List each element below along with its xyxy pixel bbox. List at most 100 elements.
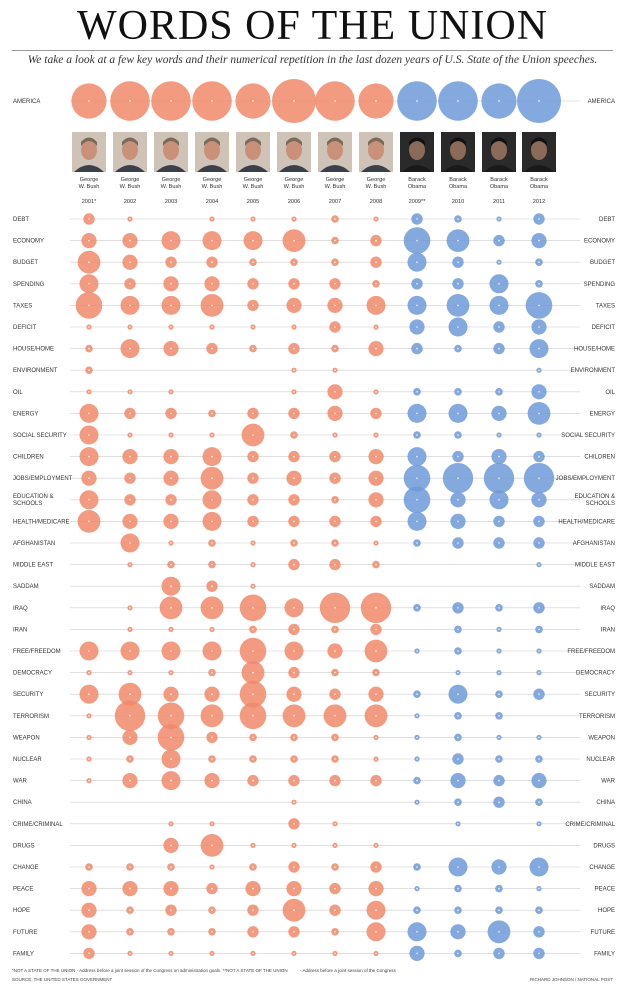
bubble-center-dot: [252, 283, 254, 285]
bubble-center-dot: [416, 100, 418, 102]
speaker-name-line2: W. Bush: [161, 184, 182, 190]
speech-year: 2001*: [82, 199, 97, 205]
bubble-center-dot: [211, 218, 213, 220]
bubble-center-dot: [498, 499, 500, 501]
bubble-center-dot: [498, 931, 500, 933]
bubble-center-dot: [457, 434, 459, 436]
row-label-right: WAR: [601, 779, 615, 785]
bubbles: [71, 79, 561, 962]
bubble-center-dot: [293, 499, 295, 501]
speech-year: 2007: [329, 199, 341, 205]
bubble-center-dot: [538, 650, 540, 652]
bubble-center-dot: [416, 218, 418, 220]
bubble-center-dot: [416, 758, 418, 760]
bubble-center-dot: [211, 952, 213, 955]
bubble-center-dot: [334, 520, 336, 523]
bubble-center-dot: [129, 866, 131, 868]
bubble-center-dot: [88, 952, 90, 955]
bubble-center-dot: [375, 542, 377, 544]
row-label-right: SPENDING: [584, 282, 616, 288]
bubble-center-dot: [170, 391, 172, 393]
portrait-hair-7: [368, 137, 384, 146]
portrait-face-8: [409, 140, 425, 160]
bubble-center-dot: [293, 391, 295, 393]
bubble-center-dot: [498, 952, 500, 955]
bubble-center-dot: [252, 347, 254, 350]
bubble-center-dot: [457, 628, 459, 631]
bubble-center-dot: [88, 455, 90, 458]
bubble-center-dot: [211, 909, 213, 911]
bubble-center-dot: [375, 866, 377, 868]
row-label-left: IRAN: [13, 627, 27, 633]
bubble-center-dot: [211, 261, 213, 264]
bubble-center-dot: [457, 866, 459, 868]
bubble-center-dot: [170, 434, 172, 436]
bubble-center-dot: [416, 542, 418, 544]
portrait-hair-5: [286, 137, 302, 146]
bubble-center-dot: [375, 239, 377, 242]
bubble-center-dot: [457, 391, 459, 393]
bubble-center-dot: [88, 100, 90, 102]
bubble-center-dot: [211, 520, 213, 523]
bubble-center-dot: [538, 779, 540, 782]
bubble-center-dot: [416, 477, 418, 480]
bubble-center-dot: [375, 261, 377, 264]
bubble-center-dot: [334, 866, 336, 868]
bubble-center-dot: [252, 931, 254, 933]
bubble-center-dot: [375, 952, 377, 955]
row-label-right: AFGHANISTAN: [573, 541, 615, 547]
bubble-center-dot: [457, 887, 459, 890]
footnote-1: *NOT A STATE OF THE UNION - Address befo…: [12, 968, 288, 973]
bubble-center-dot: [375, 455, 377, 458]
bubble-center-dot: [129, 542, 131, 544]
bubble-center-dot: [538, 758, 540, 760]
bubble-center-dot: [293, 304, 295, 307]
bubble-center-dot: [129, 520, 131, 523]
bubble-center-dot: [538, 671, 540, 674]
row-label-right: ENERGY: [590, 411, 615, 417]
bubble-center-dot: [293, 434, 295, 436]
bubble-center-dot: [170, 952, 172, 955]
bubble-center-dot: [252, 412, 254, 415]
bubble-center-dot: [170, 823, 172, 825]
bubble-center-dot: [211, 693, 213, 695]
row-label-right: CHILDREN: [584, 455, 615, 461]
bubble-center-dot: [416, 261, 418, 264]
speech-year: 2003: [165, 199, 177, 205]
bubble-center-dot: [88, 693, 90, 695]
bubble-center-dot: [293, 952, 295, 955]
bubble-center-dot: [457, 909, 459, 911]
row-label-right: HEALTH/MEDICARE: [558, 519, 615, 525]
bubble-center-dot: [498, 671, 500, 674]
bubble-center-dot: [416, 391, 418, 393]
bubble-center-dot: [129, 887, 131, 890]
portrait-hair-3: [204, 137, 220, 146]
portrait-suit-7: [361, 165, 391, 172]
bubble-center-dot: [211, 563, 213, 566]
bubble-center-dot: [293, 801, 295, 803]
bubble-center-dot: [129, 779, 131, 782]
row-label-left: ENVIRONMENT: [13, 368, 58, 374]
bubble-center-dot: [538, 542, 540, 544]
bubble-center-dot: [334, 100, 336, 102]
row-label-right: IRAN: [601, 627, 615, 633]
bubble-center-dot: [498, 347, 500, 350]
speaker-name-line2: Obama: [408, 184, 427, 190]
row-label-right: IRAQ: [600, 606, 615, 612]
row-label-left: OIL: [13, 390, 23, 396]
portrait-hair-9: [450, 137, 466, 146]
bubble-center-dot: [293, 736, 295, 739]
bubble-center-dot: [375, 391, 377, 393]
bubble-center-dot: [334, 628, 336, 631]
labels: AMERICA AMERICA DEBT DEBT ECONOMY ECONOMY BUDG…: [13, 99, 616, 957]
bubble-center-dot: [252, 239, 254, 242]
speaker-name-line1: George: [203, 177, 222, 183]
bubble-center-dot: [129, 671, 131, 674]
bubble-center-dot: [538, 261, 540, 264]
speaker-name-line1: George: [80, 177, 99, 183]
bubble-center-dot: [211, 931, 213, 933]
bubble-center-dot: [170, 844, 172, 847]
bubble-center-dot: [88, 434, 90, 436]
bubble-center-dot: [129, 563, 131, 566]
bubble-center-dot: [416, 693, 418, 695]
